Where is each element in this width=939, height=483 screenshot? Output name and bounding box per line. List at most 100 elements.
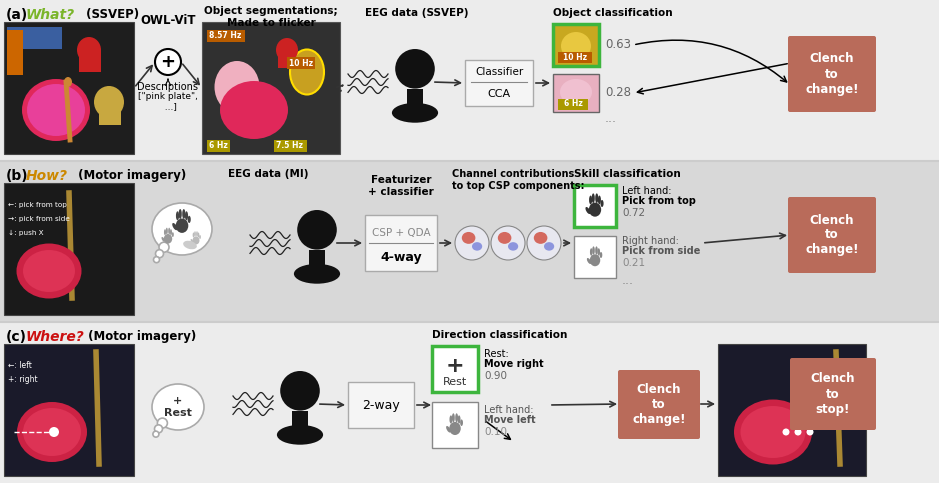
Bar bbox=[348, 382, 414, 428]
Ellipse shape bbox=[508, 242, 518, 251]
Ellipse shape bbox=[196, 231, 198, 237]
Ellipse shape bbox=[214, 61, 259, 113]
Text: →: pick from side: →: pick from side bbox=[8, 216, 69, 222]
Bar bbox=[207, 30, 244, 42]
Circle shape bbox=[491, 226, 525, 260]
Text: (Motor imagery): (Motor imagery) bbox=[74, 169, 186, 182]
Ellipse shape bbox=[192, 237, 199, 244]
Bar bbox=[0, 322, 939, 483]
Bar bbox=[99, 97, 121, 125]
Ellipse shape bbox=[472, 242, 483, 251]
Circle shape bbox=[527, 226, 561, 260]
Text: ["pink plate",: ["pink plate", bbox=[138, 92, 198, 101]
Ellipse shape bbox=[462, 232, 475, 244]
Text: EEG data (MI): EEG data (MI) bbox=[228, 169, 309, 179]
Ellipse shape bbox=[590, 254, 600, 266]
Ellipse shape bbox=[192, 232, 194, 238]
Circle shape bbox=[395, 49, 435, 88]
Ellipse shape bbox=[593, 246, 594, 255]
Bar bbox=[574, 236, 616, 278]
Circle shape bbox=[298, 210, 337, 250]
Text: Object segmentations;
Made to flicker: Object segmentations; Made to flicker bbox=[204, 6, 338, 28]
Ellipse shape bbox=[17, 402, 87, 462]
Ellipse shape bbox=[457, 415, 460, 424]
Ellipse shape bbox=[294, 264, 340, 284]
Text: +: + bbox=[446, 356, 464, 376]
Text: Channel contributions
to top CSP components:: Channel contributions to top CSP compone… bbox=[452, 169, 584, 191]
Ellipse shape bbox=[94, 86, 124, 118]
Ellipse shape bbox=[734, 399, 812, 465]
Ellipse shape bbox=[450, 415, 453, 424]
Ellipse shape bbox=[598, 196, 601, 204]
Text: 10 Hz: 10 Hz bbox=[289, 58, 313, 68]
Text: 6 Hz: 6 Hz bbox=[563, 99, 582, 109]
Text: (Motor imagery): (Motor imagery) bbox=[84, 330, 196, 343]
Text: 2-way: 2-way bbox=[362, 398, 400, 412]
Ellipse shape bbox=[176, 211, 179, 220]
Ellipse shape bbox=[455, 413, 458, 422]
Text: 8.57 Hz: 8.57 Hz bbox=[209, 31, 241, 41]
Text: ↓: push X: ↓: push X bbox=[8, 230, 43, 236]
Bar bbox=[7, 30, 23, 75]
Text: Rest:: Rest: bbox=[484, 349, 509, 359]
Circle shape bbox=[153, 256, 160, 263]
Bar bbox=[553, 74, 599, 112]
Ellipse shape bbox=[182, 209, 185, 219]
Ellipse shape bbox=[452, 413, 454, 422]
Ellipse shape bbox=[392, 103, 439, 123]
Circle shape bbox=[156, 250, 163, 258]
Bar bbox=[4, 22, 134, 154]
Bar bbox=[558, 52, 592, 63]
Text: ...]: ...] bbox=[159, 102, 177, 111]
Text: Skill classification: Skill classification bbox=[574, 169, 681, 179]
Text: Descriptions: Descriptions bbox=[137, 82, 198, 92]
Text: 4-way: 4-way bbox=[380, 251, 422, 264]
Ellipse shape bbox=[220, 81, 288, 139]
Text: 0.72: 0.72 bbox=[622, 208, 645, 218]
Ellipse shape bbox=[166, 227, 168, 234]
Ellipse shape bbox=[183, 241, 197, 249]
FancyBboxPatch shape bbox=[790, 358, 876, 430]
Bar bbox=[292, 411, 308, 430]
Ellipse shape bbox=[276, 38, 298, 62]
Text: 0.28: 0.28 bbox=[605, 86, 631, 99]
Bar bbox=[274, 140, 307, 152]
Ellipse shape bbox=[191, 239, 193, 243]
Ellipse shape bbox=[77, 37, 101, 63]
Bar bbox=[202, 22, 340, 154]
Text: Left hand:: Left hand: bbox=[484, 405, 533, 415]
Ellipse shape bbox=[587, 258, 592, 264]
Ellipse shape bbox=[164, 229, 166, 235]
Bar bbox=[0, 0, 939, 161]
Bar bbox=[408, 88, 423, 108]
Ellipse shape bbox=[589, 202, 601, 217]
Text: 0.90: 0.90 bbox=[484, 371, 507, 381]
Ellipse shape bbox=[597, 248, 600, 256]
Ellipse shape bbox=[601, 200, 604, 207]
Circle shape bbox=[155, 425, 162, 433]
Ellipse shape bbox=[162, 237, 165, 242]
Circle shape bbox=[159, 242, 169, 252]
Ellipse shape bbox=[460, 419, 463, 426]
Bar bbox=[4, 344, 134, 476]
Text: 6 Hz: 6 Hz bbox=[209, 142, 228, 151]
Text: 7.5 Hz: 7.5 Hz bbox=[276, 142, 303, 151]
Text: Clench
to
change!: Clench to change! bbox=[806, 53, 859, 96]
Text: ←: left: ←: left bbox=[8, 361, 32, 370]
Ellipse shape bbox=[17, 243, 82, 298]
Ellipse shape bbox=[592, 193, 594, 203]
Circle shape bbox=[455, 226, 489, 260]
Bar bbox=[4, 183, 134, 315]
Bar bbox=[718, 344, 866, 476]
Text: 0.10: 0.10 bbox=[484, 427, 507, 437]
Text: Clench
to
stop!: Clench to stop! bbox=[810, 372, 855, 415]
Text: How?: How? bbox=[26, 169, 68, 183]
Text: 10 Hz: 10 Hz bbox=[563, 53, 587, 61]
Ellipse shape bbox=[22, 79, 90, 141]
Bar bbox=[558, 99, 588, 110]
Ellipse shape bbox=[533, 232, 547, 244]
Text: Where?: Where? bbox=[26, 330, 85, 344]
Bar bbox=[7, 27, 62, 49]
Ellipse shape bbox=[172, 232, 174, 237]
Bar bbox=[309, 250, 325, 270]
